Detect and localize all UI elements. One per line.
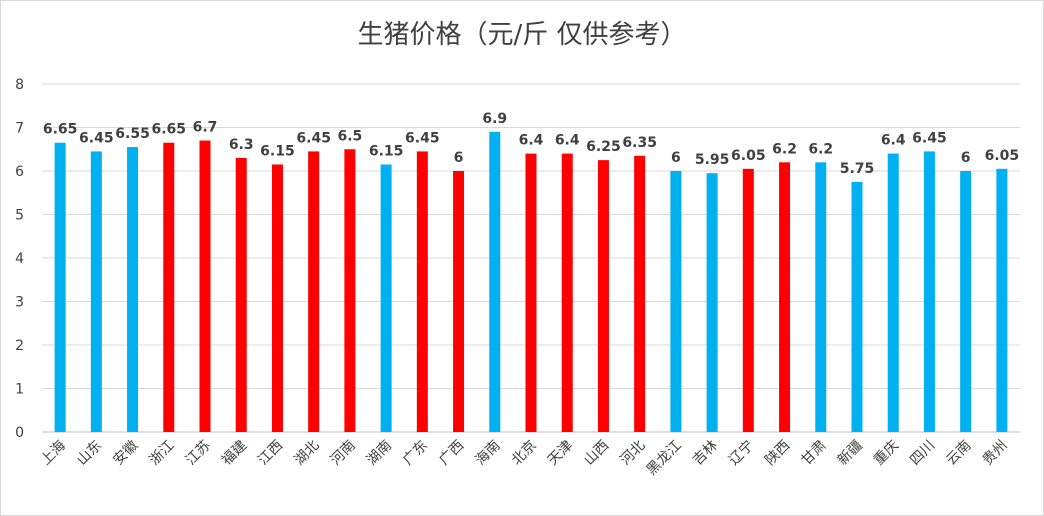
x-tick-label: 湖北 bbox=[291, 438, 322, 469]
bar bbox=[525, 153, 537, 432]
bar bbox=[815, 162, 827, 433]
y-tick-label: 5 bbox=[15, 208, 24, 224]
data-label: 6.4 bbox=[519, 133, 544, 149]
bar bbox=[887, 153, 899, 432]
bar bbox=[742, 168, 754, 432]
x-tick-label: 辽宁 bbox=[725, 437, 757, 469]
data-label: 6.35 bbox=[622, 135, 657, 151]
y-tick-label: 0 bbox=[15, 425, 24, 441]
y-tick-label: 7 bbox=[15, 121, 24, 137]
data-label: 6.45 bbox=[405, 130, 440, 146]
data-label: 5.95 bbox=[695, 152, 730, 168]
x-tick-label: 甘肃 bbox=[798, 438, 829, 469]
x-tick-label: 浙江 bbox=[146, 438, 177, 469]
x-tick-label: 天津 bbox=[545, 438, 576, 469]
data-label: 6.05 bbox=[985, 148, 1020, 164]
x-tick-label: 广西 bbox=[436, 438, 467, 469]
x-tick-label: 重庆 bbox=[871, 438, 902, 469]
data-label: 6.9 bbox=[482, 111, 507, 127]
x-tick-label: 湖南 bbox=[364, 438, 395, 469]
bar bbox=[923, 151, 935, 433]
x-tick-label: 江西 bbox=[255, 438, 286, 469]
data-label: 6.2 bbox=[808, 141, 833, 157]
x-tick-label: 上海 bbox=[38, 438, 69, 469]
data-label: 6.25 bbox=[586, 139, 621, 155]
bar bbox=[127, 147, 139, 432]
bar bbox=[634, 155, 646, 432]
x-tick-label: 江苏 bbox=[183, 438, 214, 469]
y-tick-label: 3 bbox=[15, 295, 24, 311]
bar bbox=[235, 157, 247, 432]
data-label: 6 bbox=[454, 150, 464, 166]
bar bbox=[851, 181, 863, 432]
data-label: 6.45 bbox=[79, 130, 114, 146]
data-label: 6.15 bbox=[369, 143, 404, 159]
x-tick-label: 福建 bbox=[219, 438, 250, 469]
data-label: 6.05 bbox=[731, 148, 766, 164]
data-label: 6 bbox=[961, 150, 971, 166]
bar bbox=[90, 151, 102, 433]
x-tick-label: 海南 bbox=[472, 438, 503, 469]
bar bbox=[163, 142, 175, 432]
y-tick-label: 4 bbox=[15, 251, 24, 267]
bar bbox=[597, 160, 609, 432]
bar bbox=[779, 162, 791, 433]
bar bbox=[416, 151, 428, 433]
bar bbox=[308, 151, 320, 433]
bar bbox=[54, 142, 66, 432]
bar bbox=[960, 171, 972, 432]
bar bbox=[380, 164, 392, 432]
data-label: 6.55 bbox=[115, 126, 150, 142]
data-label: 5.75 bbox=[840, 161, 875, 177]
bar bbox=[489, 131, 501, 432]
data-label: 6.45 bbox=[912, 130, 947, 146]
x-tick-label: 北京 bbox=[509, 438, 540, 469]
chart-title: 生猪价格（元/斤 仅供参考） bbox=[357, 20, 687, 50]
x-tick-label: 河南 bbox=[328, 438, 359, 469]
bar bbox=[706, 173, 718, 433]
x-tick-label: 云南 bbox=[943, 438, 974, 469]
x-tick-label: 河北 bbox=[617, 438, 648, 469]
x-tick-label: 新疆 bbox=[835, 438, 866, 469]
data-label: 6.65 bbox=[43, 122, 78, 138]
x-tick-label: 四川 bbox=[907, 438, 938, 469]
data-label: 6.3 bbox=[229, 137, 254, 153]
x-tick-label: 山东 bbox=[74, 438, 105, 469]
y-tick-label: 6 bbox=[15, 164, 24, 180]
data-label: 6 bbox=[671, 150, 681, 166]
y-tick-label: 2 bbox=[15, 338, 24, 354]
data-label: 6.4 bbox=[881, 133, 906, 149]
x-tick-label: 陕西 bbox=[762, 438, 793, 469]
bar bbox=[344, 149, 356, 432]
bar bbox=[670, 171, 682, 432]
data-label: 6.2 bbox=[772, 141, 797, 157]
data-label: 6.4 bbox=[555, 133, 580, 149]
data-label: 6.65 bbox=[152, 122, 187, 138]
data-label: 6.7 bbox=[193, 120, 218, 136]
y-tick-label: 8 bbox=[15, 77, 24, 93]
y-tick-label: 1 bbox=[15, 382, 24, 398]
x-tick-label: 贵州 bbox=[980, 438, 1011, 469]
x-tick-label: 黑龙江 bbox=[644, 438, 685, 479]
x-tick-label: 山西 bbox=[581, 438, 612, 469]
bar bbox=[996, 168, 1008, 432]
data-label: 6.45 bbox=[296, 130, 331, 146]
data-label: 6.15 bbox=[260, 143, 295, 159]
bar bbox=[271, 164, 283, 432]
x-tick-label: 广东 bbox=[400, 438, 431, 469]
x-tick-label: 安徽 bbox=[110, 438, 141, 469]
bar bbox=[453, 171, 465, 432]
data-label: 6.5 bbox=[337, 128, 362, 144]
bar bbox=[561, 153, 573, 432]
x-tick-label: 吉林 bbox=[690, 438, 721, 469]
bar bbox=[199, 140, 211, 433]
